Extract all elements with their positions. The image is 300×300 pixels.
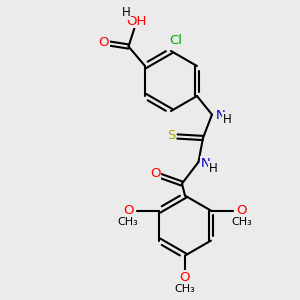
Text: O: O (237, 203, 247, 217)
Text: O: O (150, 167, 161, 180)
Text: H: H (223, 112, 231, 126)
Text: N: N (201, 157, 211, 170)
Text: H: H (122, 6, 130, 20)
Text: CH₃: CH₃ (175, 284, 195, 294)
Text: S: S (167, 129, 175, 142)
Text: Cl: Cl (169, 34, 182, 47)
Text: OH: OH (126, 15, 146, 28)
Text: O: O (180, 271, 190, 284)
Text: O: O (123, 203, 133, 217)
Text: N: N (216, 109, 225, 122)
Text: H: H (208, 161, 217, 175)
Text: O: O (98, 36, 109, 50)
Text: CH₃: CH₃ (118, 217, 139, 227)
Text: CH₃: CH₃ (232, 217, 252, 227)
